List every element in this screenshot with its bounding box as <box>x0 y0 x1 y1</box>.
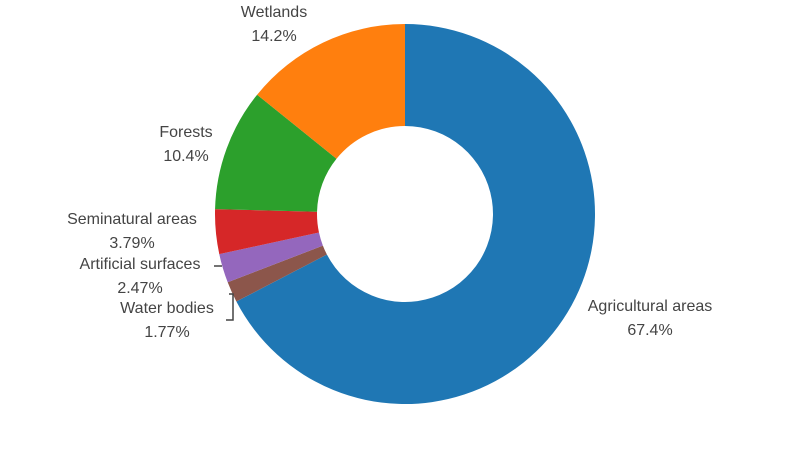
label-connector <box>226 293 234 321</box>
slice-label: Seminatural areas <box>67 211 197 228</box>
slice-value-label: 14.2% <box>251 28 296 45</box>
slice <box>227 245 327 302</box>
slice <box>257 24 405 159</box>
slice-value-label: 10.4% <box>163 148 208 165</box>
slice-value-label: 2.47% <box>117 280 162 297</box>
slice-value-label: 67.4% <box>627 322 672 339</box>
slice-label: Water bodies <box>120 300 214 317</box>
slice <box>219 232 323 283</box>
slice-label: Wetlands <box>241 4 307 21</box>
slice-value-label: 1.77% <box>144 324 189 341</box>
slice-value-label: 3.79% <box>109 235 154 252</box>
slice <box>215 94 337 212</box>
slice <box>236 24 596 404</box>
slice-label: Forests <box>159 124 212 141</box>
slice-label: Agricultural areas <box>588 298 713 315</box>
slice-label: Artificial surfaces <box>80 256 201 273</box>
slice <box>215 209 319 255</box>
